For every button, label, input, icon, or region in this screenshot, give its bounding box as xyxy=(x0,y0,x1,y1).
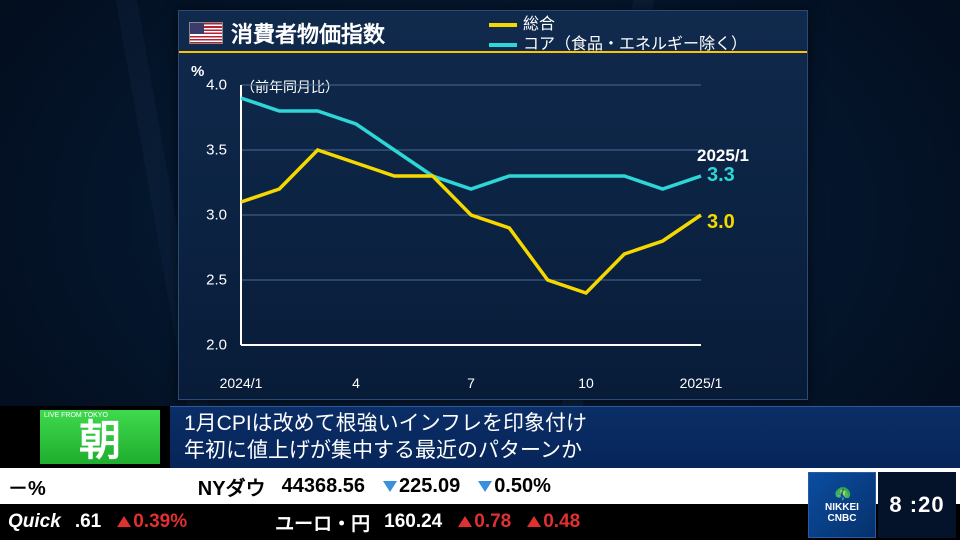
ticker-value: 44368.56 xyxy=(282,475,365,498)
y-tick-label: 2.0 xyxy=(197,337,227,354)
x-tick-label: 4 xyxy=(352,375,360,391)
legend-label: 総合 xyxy=(523,15,555,35)
ticker-change: 0.78 xyxy=(456,511,511,533)
x-tick-label: 2025/1 xyxy=(680,375,723,391)
headline-text: 1月CPIは改めて根強いインフレを印象付け 年初に値上げが集中する最近のパターン… xyxy=(170,406,960,468)
legend-item: コア（食品・エネルギー除く） xyxy=(489,35,747,55)
series-end-date: 2025/1 xyxy=(697,146,749,166)
x-tick-label: 10 xyxy=(578,375,594,391)
lower-third-banner: 朝 LIVE FROM TOKYO 1月CPIは改めて根強いインフレを印象付け … xyxy=(0,406,960,468)
cpi-chart-panel: 消費者物価指数 総合 コア（食品・エネルギー除く） % （前年同月比） 2.02… xyxy=(178,10,808,400)
ticker-value: －% xyxy=(8,472,46,501)
headline-line: 年初に値上げが集中する最近のパターンか xyxy=(184,438,946,464)
chart-legend: 総合 コア（食品・エネルギー除く） xyxy=(489,15,747,55)
legend-swatch-icon xyxy=(489,23,517,27)
clock: 8 :20 xyxy=(878,472,956,538)
series-end-value: 3.3 xyxy=(707,164,735,187)
us-flag-icon xyxy=(189,22,223,44)
program-badge: 朝 LIVE FROM TOKYO xyxy=(0,406,170,468)
up-arrow-icon xyxy=(527,516,541,527)
ticker-pct: 0.48 xyxy=(525,511,580,533)
up-arrow-icon xyxy=(458,516,472,527)
panel-title: 消費者物価指数 xyxy=(231,17,385,49)
peacock-icon: 🦚 xyxy=(834,486,849,501)
down-arrow-icon xyxy=(383,481,397,492)
legend-item: 総合 xyxy=(489,15,747,35)
logo-line: CNBC xyxy=(828,513,857,524)
chart-area: % （前年同月比） 2.02.53.03.54.02024/147102025/… xyxy=(191,63,795,387)
ticker-value: 160.24 xyxy=(384,511,442,533)
ticker-value: .61 xyxy=(75,511,101,533)
y-tick-label: 4.0 xyxy=(197,77,227,94)
channel-logo: 🦚 NIKKEI CNBC xyxy=(808,472,876,538)
ticker-name: ユーロ・円 xyxy=(275,509,370,536)
headline-line: 1月CPIは改めて根強いインフレを印象付け xyxy=(184,411,946,437)
ticker-change: 225.09 xyxy=(381,475,460,498)
line-chart xyxy=(231,75,761,375)
legend-label: コア（食品・エネルギー除く） xyxy=(523,35,747,55)
ticker-pct: 0.50% xyxy=(476,475,551,498)
y-tick-label: 3.5 xyxy=(197,142,227,159)
y-tick-label: 2.5 xyxy=(197,272,227,289)
logo-line: NIKKEI xyxy=(825,502,859,513)
down-arrow-icon xyxy=(478,481,492,492)
y-tick-label: 3.0 xyxy=(197,207,227,224)
x-tick-label: 2024/1 xyxy=(220,375,263,391)
ticker-brand: Quick xyxy=(8,511,61,533)
x-tick-label: 7 xyxy=(467,375,475,391)
ticker-name: NYダウ xyxy=(198,472,266,501)
ticker-pct: 0.39% xyxy=(115,511,187,533)
legend-swatch-icon xyxy=(489,43,517,47)
up-arrow-icon xyxy=(117,516,131,527)
live-tag: LIVE FROM TOKYO xyxy=(44,412,108,419)
series-end-value: 3.0 xyxy=(707,211,735,234)
